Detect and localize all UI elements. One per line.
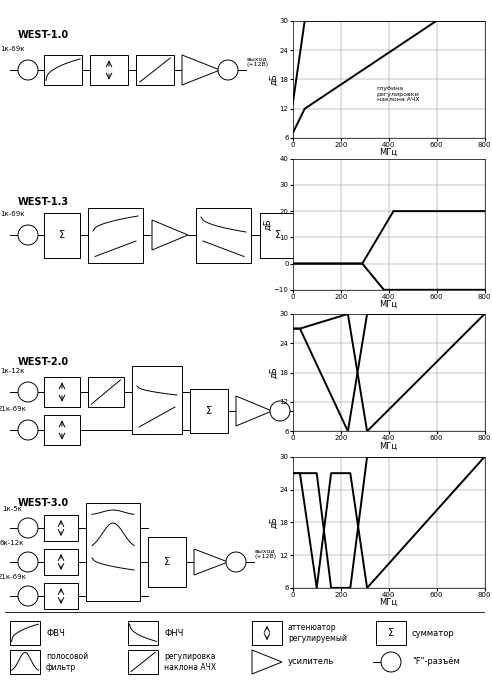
Bar	[44, 55, 82, 85]
Bar	[44, 213, 80, 257]
Y-axis label: дБ: дБ	[269, 367, 278, 378]
Polygon shape	[194, 549, 228, 575]
Text: Σ: Σ	[388, 628, 394, 638]
Bar	[128, 650, 158, 674]
Bar	[136, 55, 174, 85]
Text: полосовой
фильтр: полосовой фильтр	[46, 652, 88, 671]
Text: 1к-69к: 1к-69к	[0, 46, 24, 52]
Bar	[10, 621, 40, 645]
Circle shape	[18, 586, 38, 606]
Bar	[44, 549, 78, 575]
X-axis label: МГц: МГц	[380, 442, 398, 451]
X-axis label: МГц: МГц	[380, 300, 398, 309]
Circle shape	[294, 225, 314, 245]
Bar	[44, 583, 78, 609]
Bar	[252, 621, 282, 645]
Bar	[196, 208, 251, 262]
Text: WEST-2.0: WEST-2.0	[18, 357, 69, 367]
Bar	[376, 621, 406, 645]
Circle shape	[270, 401, 290, 421]
Bar	[44, 377, 80, 407]
Text: аттенюатор
регулируемый: аттенюатор регулируемый	[288, 623, 347, 642]
Circle shape	[18, 518, 38, 538]
Text: 21к-69к: 21к-69к	[0, 406, 27, 412]
Text: Σ: Σ	[275, 230, 281, 240]
Bar	[44, 515, 78, 541]
Polygon shape	[252, 650, 282, 674]
Y-axis label: дБ: дБ	[263, 219, 272, 230]
Bar	[148, 537, 186, 587]
Bar	[128, 621, 158, 645]
Text: Σ: Σ	[164, 557, 170, 567]
Y-axis label: дБ: дБ	[269, 74, 278, 85]
Text: 1к-69к: 1к-69к	[0, 211, 24, 217]
Polygon shape	[152, 220, 188, 250]
Text: 21к-69к: 21к-69к	[0, 574, 27, 580]
Bar	[10, 650, 40, 674]
Bar	[90, 55, 128, 85]
Polygon shape	[182, 55, 220, 85]
Text: WEST-1.3: WEST-1.3	[18, 197, 69, 207]
Text: WEST-3.0: WEST-3.0	[18, 498, 69, 508]
Circle shape	[218, 60, 238, 80]
Text: 6к-12к: 6к-12к	[0, 540, 24, 546]
Circle shape	[226, 552, 246, 572]
Bar	[260, 213, 296, 257]
X-axis label: МГц: МГц	[380, 598, 398, 607]
Bar	[190, 389, 228, 433]
Bar	[132, 366, 182, 434]
Text: 1к-5к: 1к-5к	[2, 506, 22, 512]
X-axis label: МГц: МГц	[380, 148, 398, 157]
Bar	[44, 415, 80, 445]
Text: Σ: Σ	[59, 230, 65, 240]
Bar	[88, 208, 143, 262]
Circle shape	[18, 420, 38, 440]
Text: глубина
регулировки
наклона АЧХ: глубина регулировки наклона АЧХ	[377, 86, 420, 102]
Text: выход
(+12В): выход (+12В)	[322, 221, 344, 233]
Bar	[86, 503, 140, 601]
Text: выход
(+12В): выход (+12В)	[298, 397, 320, 408]
Circle shape	[18, 382, 38, 402]
Circle shape	[18, 552, 38, 572]
Circle shape	[381, 652, 401, 672]
Circle shape	[18, 225, 38, 245]
Text: ФВЧ: ФВЧ	[46, 629, 65, 638]
Text: Σ: Σ	[206, 406, 212, 416]
Text: усилитель: усилитель	[288, 658, 334, 667]
Text: 1к-12к: 1к-12к	[0, 368, 24, 374]
Text: ФНЧ: ФНЧ	[164, 629, 184, 638]
Text: "F"-разъём: "F"-разъём	[412, 658, 460, 667]
Text: выход
(+12В): выход (+12В)	[254, 549, 276, 560]
Text: сумматор: сумматор	[412, 629, 455, 638]
Y-axis label: дБ: дБ	[269, 517, 278, 528]
Text: WEST-1.0: WEST-1.0	[18, 30, 69, 40]
Text: регулировка
наклона АЧХ: регулировка наклона АЧХ	[164, 652, 216, 671]
Text: выход
(+12В): выход (+12В)	[246, 57, 268, 68]
Circle shape	[18, 60, 38, 80]
Polygon shape	[236, 396, 272, 426]
Bar	[88, 377, 124, 407]
